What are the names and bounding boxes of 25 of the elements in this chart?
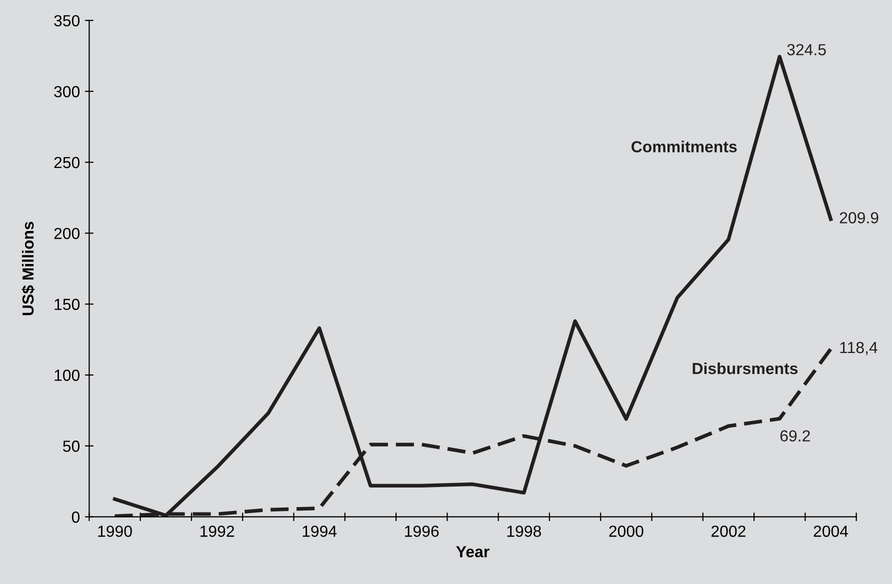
data-label: 118,4 [840, 342, 878, 356]
y-tick-label: 350 [54, 15, 80, 26]
x-tick-label: 2000 [609, 526, 644, 537]
data-label: 209.9 [840, 212, 878, 224]
x-axis-title: Year [456, 546, 490, 558]
y-tick-label: 300 [54, 86, 80, 98]
y-axis-title: US$ Millions [22, 222, 35, 316]
data-label: 324.5 [787, 44, 826, 56]
line-series [112, 54, 833, 517]
x-tick-label: 1990 [98, 526, 132, 537]
series-label: Commitments [632, 140, 737, 152]
y-tick-label: 200 [54, 228, 80, 240]
y-tick-label: 100 [54, 370, 80, 381]
x-tick-label: 1992 [200, 526, 234, 537]
x-tick-label: 1994 [302, 526, 337, 537]
data-label: 69.2 [780, 430, 810, 442]
x-tick-label: 1996 [405, 526, 439, 537]
x-tick-label: 2004 [814, 526, 848, 537]
y-tick-label: 150 [54, 298, 80, 310]
y-tick-label: 50 [63, 440, 80, 452]
y-tick-label: 0 [72, 511, 80, 523]
x-tick-label: 2002 [712, 526, 746, 537]
x-tick-label: 1998 [507, 526, 541, 537]
series-label: Disbursments [692, 362, 798, 374]
y-tick-label: 250 [54, 156, 80, 168]
